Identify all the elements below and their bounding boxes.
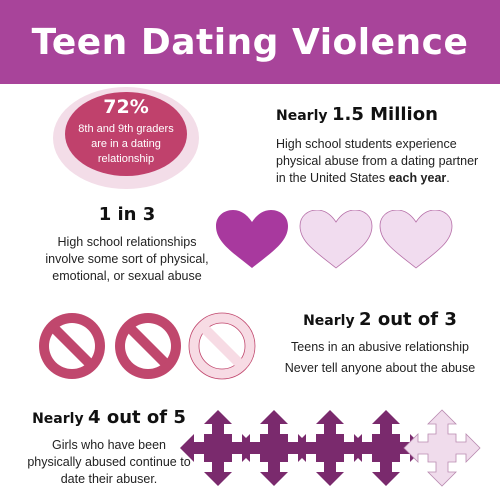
heart-icon	[379, 210, 453, 269]
stat-1-5-lead: Nearly	[276, 108, 328, 124]
no-symbol-icon	[39, 313, 105, 379]
stat-1-5-value: 1.5 Million	[331, 104, 438, 125]
stat-2-of-3-value: 2 out of 3	[359, 309, 457, 330]
stat-4-out-of-5: Nearly 4 out of 5 Girls who have been ph…	[14, 406, 204, 488]
stat-1-in-3-value: 1 in 3	[98, 204, 156, 225]
ellipse-badge-icon	[53, 87, 199, 189]
stat-1-5-text-bold: each year	[388, 171, 447, 185]
four-way-arrow-icon	[292, 410, 368, 486]
hearts-row	[214, 210, 488, 270]
stat-2-of-3-line2: Never tell anyone about the abuse	[284, 361, 476, 375]
stat-1-5-million: Nearly 1.5 Million High school students …	[276, 103, 496, 187]
four-way-arrow-icon	[348, 410, 424, 486]
stat-2-out-of-3: Nearly 2 out of 3 Teens in an abusive re…	[270, 308, 490, 377]
stat-1-in-3: 1 in 3 High school relationships involve…	[22, 204, 232, 285]
four-way-arrow-icon	[236, 410, 312, 486]
heart-icon	[216, 210, 288, 268]
stat-1-5-text-main: High school students experience physical…	[276, 137, 479, 185]
stat-2-of-3-line1: Teens in an abusive relationship	[291, 340, 469, 354]
stat-72-value: 72%	[103, 96, 149, 118]
heart-icon	[299, 210, 373, 269]
no-symbol-icon	[115, 313, 181, 379]
four-way-arrow-icon	[403, 409, 481, 487]
stat-1-5-text-end: .	[446, 171, 450, 185]
no-symbols-row	[32, 312, 262, 380]
stat-72-text: 8th and 9th graders are in a dating rela…	[78, 123, 174, 165]
stat-1-in-3-text: High school relationships involve some s…	[45, 235, 209, 283]
arrows-row	[180, 408, 482, 488]
stat-4-of-5-lead: Nearly	[32, 411, 84, 427]
stat-4-of-5-text: Girls who have been physically abused co…	[27, 438, 191, 486]
stat-1-5-text: High school students experience physical…	[276, 136, 481, 187]
stat-2-of-3-lead: Nearly	[303, 313, 355, 329]
stat-72-percent-badge: 72% 8th and 9th graders are in a dating …	[52, 86, 200, 190]
no-symbol-icon	[188, 312, 256, 380]
title-banner: Teen Dating Violence	[0, 0, 500, 84]
stat-4-of-5-value: 4 out of 5	[88, 407, 186, 428]
four-way-arrow-icon	[180, 410, 256, 486]
page-title: Teen Dating Violence	[31, 21, 469, 63]
